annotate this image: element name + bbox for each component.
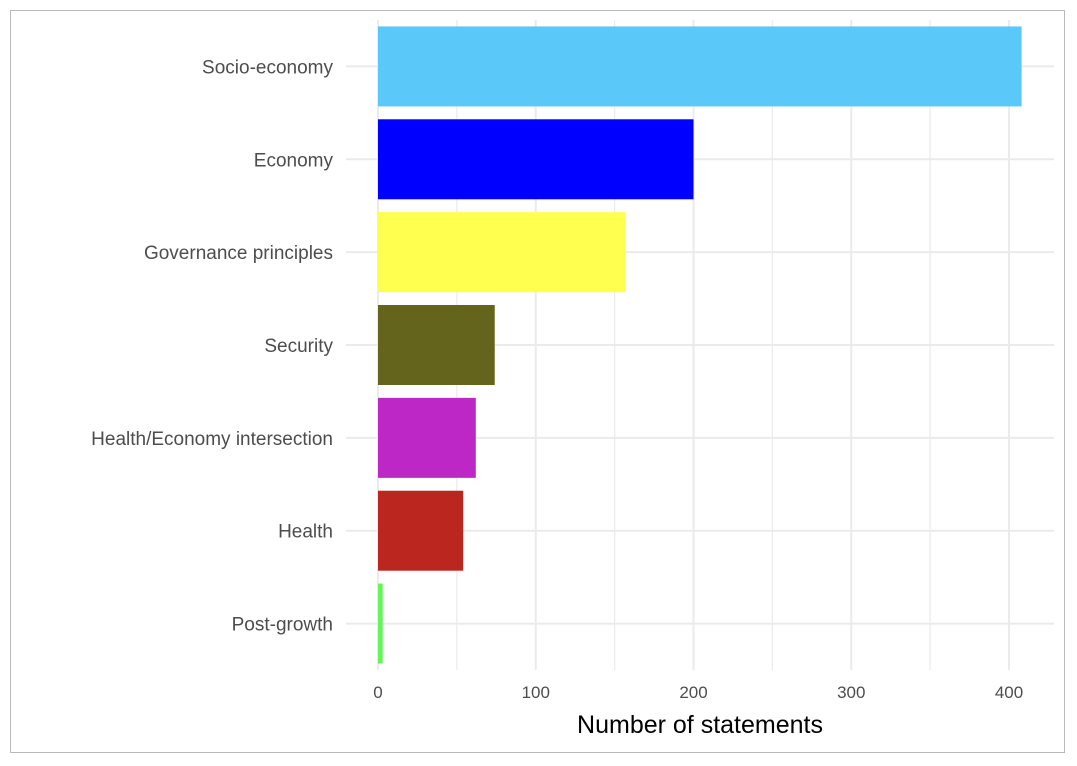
category-label: Security xyxy=(264,336,333,357)
bar-health xyxy=(378,490,464,571)
category-label: Post-growth xyxy=(232,615,333,636)
x-tick-labels: 0 100 200 300 400 xyxy=(373,683,1023,702)
x-axis-title: Number of statements xyxy=(577,711,823,739)
category-label: Health xyxy=(278,522,333,543)
category-labels: Socio-economy Economy Governance principle… xyxy=(91,57,333,635)
bar-security xyxy=(378,305,495,385)
bars xyxy=(378,26,1022,664)
bar-socio-economy xyxy=(378,26,1022,107)
bar-economy xyxy=(378,119,694,200)
x-tick-label: 300 xyxy=(837,683,865,702)
category-label: Governance principles xyxy=(144,243,333,264)
x-tick-label: 100 xyxy=(522,683,550,702)
category-label: Economy xyxy=(254,150,334,171)
category-label: Socio-economy xyxy=(202,57,333,78)
x-tick-label: 400 xyxy=(995,683,1023,702)
x-tick-label: 0 xyxy=(373,683,382,702)
bar-post-growth xyxy=(378,583,383,664)
category-label: Health/Economy intersection xyxy=(91,429,333,450)
bar-governance-principles xyxy=(378,212,626,293)
bar-health-economy-intersection xyxy=(378,397,476,478)
x-tick-label: 200 xyxy=(679,683,707,702)
